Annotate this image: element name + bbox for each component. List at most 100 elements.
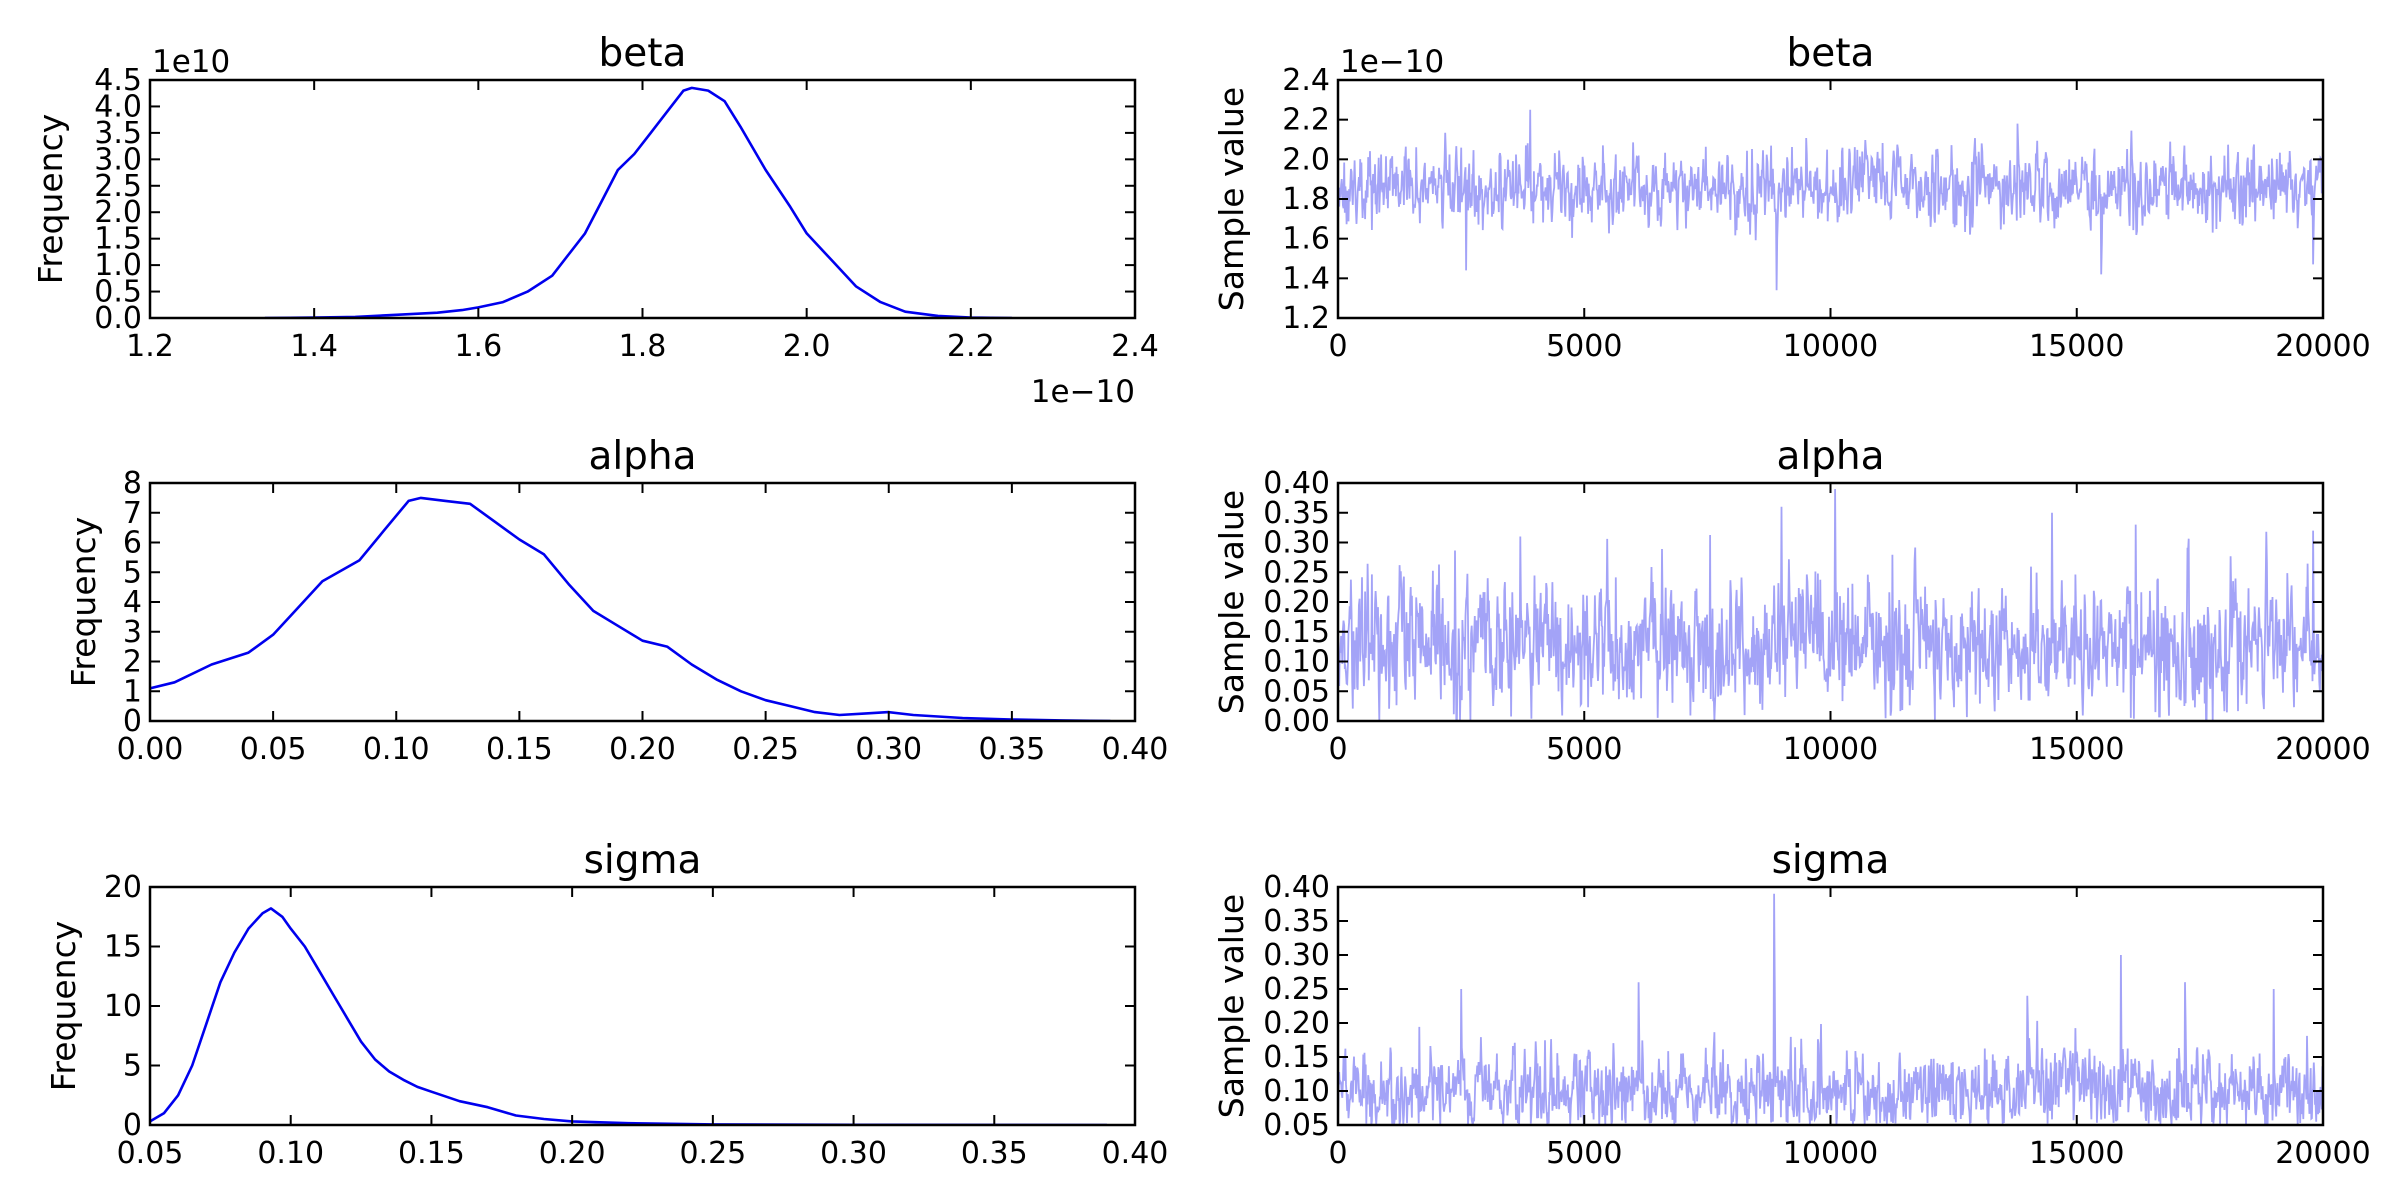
x-offset-text: 1e−10 bbox=[1031, 374, 1135, 410]
y-tick-label: 15 bbox=[104, 930, 142, 965]
axes-frame bbox=[148, 78, 1137, 320]
y-axis-label: Frequency bbox=[64, 517, 103, 687]
y-tick-label: 0.10 bbox=[1263, 1074, 1330, 1109]
y-tick-label: 0.30 bbox=[1263, 938, 1330, 973]
y-tick-label: 0.25 bbox=[1263, 555, 1330, 590]
x-tick-label: 0.25 bbox=[679, 1136, 746, 1171]
panel-5-sigma-trace: 0 5000 10000 15000 20000 0.050.100.150.200.25… bbox=[1212, 838, 2371, 1171]
x-tick-label: 20000 bbox=[2275, 329, 2370, 364]
y-tick-label: 0.30 bbox=[1263, 526, 1330, 561]
density-line-sigma bbox=[150, 907, 1107, 1125]
y-tick-label: 0 bbox=[123, 704, 142, 739]
x-tick-label: 5000 bbox=[1546, 732, 1622, 767]
y-tick-label: 1.0 bbox=[94, 248, 142, 283]
x-tick-label: 15000 bbox=[2029, 329, 2124, 364]
panel-2-alpha-density: 0.00 0.05 0.10 0.15 0.20 0.25 0.30 0.35 0.40 0123… bbox=[64, 434, 1168, 767]
y-tick-label: 4 bbox=[123, 585, 142, 620]
y-offset-text: 1e10 bbox=[152, 44, 230, 80]
y-tick-label: 0.15 bbox=[1263, 1040, 1330, 1075]
trace-line-alpha bbox=[1338, 488, 2323, 721]
panel-1-beta-trace: 0 5000 10000 15000 20000 1.2 1.4 1.6 1.8 2.0 2.2 2.… bbox=[1212, 31, 2371, 364]
y-axis-label: Frequency bbox=[31, 114, 70, 284]
y-tick-label: 1.2 bbox=[1282, 301, 1330, 336]
y-tick-label: 2.0 bbox=[1282, 142, 1330, 177]
x-tick-label: 2.0 bbox=[783, 329, 831, 364]
y-tick-label: 1 bbox=[123, 674, 142, 709]
y-tick-label: 8 bbox=[123, 466, 142, 501]
y-axis-label: Sample value bbox=[1212, 490, 1251, 714]
axes-frame bbox=[148, 885, 1137, 1127]
y-tick-label: 0.05 bbox=[1263, 1108, 1330, 1143]
x-tick-label: 0.40 bbox=[1102, 1136, 1169, 1171]
y-tick-label: 7 bbox=[123, 496, 142, 531]
y-tick-label: 0.10 bbox=[1263, 645, 1330, 680]
x-tick-label: 0.20 bbox=[539, 1136, 606, 1171]
panel-title: beta bbox=[1787, 31, 1875, 76]
y-tick-label: 2.2 bbox=[1282, 103, 1330, 138]
panel-title: sigma bbox=[584, 838, 702, 883]
y-tick-label: 0.25 bbox=[1263, 972, 1330, 1007]
y-tick-label: 0.00 bbox=[1263, 704, 1330, 739]
x-tick-label: 0.40 bbox=[1102, 732, 1169, 767]
y-tick-label: 4.0 bbox=[94, 89, 142, 124]
y-tick-label: 0.40 bbox=[1263, 466, 1330, 501]
y-tick-label: 0.20 bbox=[1263, 585, 1330, 620]
x-tick-label: 15000 bbox=[2029, 1136, 2124, 1171]
density-line-alpha bbox=[150, 496, 1111, 721]
x-tick-label: 0.30 bbox=[855, 732, 922, 767]
x-tick-label: 2.2 bbox=[947, 329, 995, 364]
x-tick-label: 0.10 bbox=[363, 732, 430, 767]
y-tick-label: 0.35 bbox=[1263, 904, 1330, 939]
x-tick-label: 0.25 bbox=[732, 732, 799, 767]
x-tick-label: 0.10 bbox=[257, 1136, 324, 1171]
x-tick-label: 1.4 bbox=[290, 329, 338, 364]
y-tick-label: 3.0 bbox=[94, 142, 142, 177]
y-tick-label: 3 bbox=[123, 615, 142, 650]
y-axis-label: Sample value bbox=[1212, 894, 1251, 1118]
y-tick-label: 5 bbox=[123, 555, 142, 590]
y-tick-label: 0 bbox=[123, 1108, 142, 1143]
panel-4-sigma-density: 0.05 0.10 0.15 0.20 0.25 0.30 0.35 0.40 0 5 10 15 20… bbox=[44, 838, 1168, 1171]
x-tick-label: 0 bbox=[1328, 732, 1347, 767]
trace-line-sigma bbox=[1338, 893, 2323, 1125]
axes-frame bbox=[1336, 481, 2325, 723]
y-tick-label: 1.8 bbox=[1282, 182, 1330, 217]
panel-3-alpha-trace: 0 5000 10000 15000 20000 0.000.050.100.150.20… bbox=[1212, 434, 2371, 767]
y-tick-label: 0.5 bbox=[94, 275, 142, 310]
x-tick-label: 10000 bbox=[1783, 732, 1878, 767]
y-tick-label: 20 bbox=[104, 870, 142, 905]
y-axis-label: Frequency bbox=[44, 921, 83, 1091]
y-tick-label: 2 bbox=[123, 645, 142, 680]
x-tick-label: 0.35 bbox=[961, 1136, 1028, 1171]
y-tick-label: 1.5 bbox=[94, 222, 142, 257]
density-line-beta bbox=[264, 86, 1012, 318]
panel-title: beta bbox=[599, 31, 687, 76]
y-tick-label: 2.4 bbox=[1282, 63, 1330, 98]
panel-title: alpha bbox=[588, 434, 696, 479]
y-tick-label: 10 bbox=[104, 989, 142, 1024]
axes-frame bbox=[148, 481, 1137, 723]
y-tick-label: 1.4 bbox=[1282, 261, 1330, 296]
x-tick-label: 0.05 bbox=[240, 732, 307, 767]
x-tick-label: 0.35 bbox=[978, 732, 1045, 767]
x-tick-label: 0.15 bbox=[398, 1136, 465, 1171]
y-tick-label: 5 bbox=[123, 1049, 142, 1084]
x-tick-label: 10000 bbox=[1783, 329, 1878, 364]
x-tick-label: 20000 bbox=[2275, 1136, 2370, 1171]
y-tick-label: 2.0 bbox=[94, 195, 142, 230]
x-tick-label: 0.00 bbox=[117, 732, 184, 767]
x-tick-label: 15000 bbox=[2029, 732, 2124, 767]
x-tick-label: 5000 bbox=[1546, 1136, 1622, 1171]
x-tick-label: 0.20 bbox=[609, 732, 676, 767]
x-tick-label: 0.15 bbox=[486, 732, 553, 767]
y-tick-label: 2.5 bbox=[94, 169, 142, 204]
panel-title: sigma bbox=[1772, 838, 1890, 883]
y-tick-label: 3.5 bbox=[94, 116, 142, 151]
panel-0-beta-density: 1.2 1.4 1.6 1.8 2.0 2.2 2.40.00.51.01.52.02.53… bbox=[31, 31, 1159, 410]
y-tick-label: 1.6 bbox=[1282, 222, 1330, 257]
x-tick-label: 0 bbox=[1328, 329, 1347, 364]
y-offset-text: 1e−10 bbox=[1340, 44, 1444, 80]
y-tick-label: 6 bbox=[123, 526, 142, 561]
x-tick-label: 20000 bbox=[2275, 732, 2370, 767]
x-tick-label: 1.8 bbox=[619, 329, 667, 364]
